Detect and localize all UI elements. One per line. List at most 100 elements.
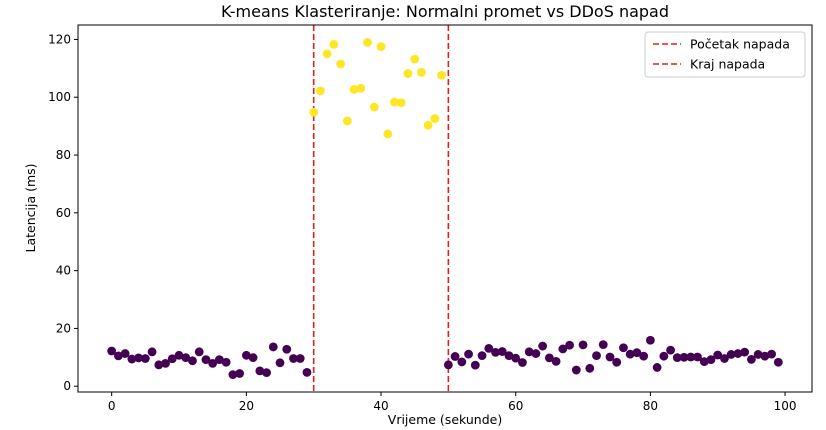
data-point-cluster-0 <box>120 349 130 358</box>
y-tick-label: 0 <box>63 379 71 393</box>
data-point-cluster-0 <box>134 353 144 363</box>
data-point-cluster-0 <box>767 349 776 359</box>
data-point-cluster-0 <box>188 356 197 366</box>
data-point-cluster-0 <box>531 349 541 358</box>
plot-area <box>107 25 783 392</box>
legend-label: Početak napada <box>690 37 790 52</box>
data-point-cluster-1 <box>329 39 339 49</box>
data-point-cluster-0 <box>605 352 615 362</box>
data-point-cluster-0 <box>652 363 662 372</box>
data-point-cluster-0 <box>686 352 696 362</box>
data-point-cluster-0 <box>753 350 763 359</box>
data-point-cluster-0 <box>619 343 628 353</box>
y-tick-label: 60 <box>56 206 71 220</box>
y-axis: 0 20 40 60 80 100 120 <box>48 32 78 393</box>
data-point-cluster-0 <box>740 347 750 357</box>
data-point-cluster-0 <box>302 367 312 377</box>
data-point-cluster-0 <box>208 358 218 368</box>
data-point-cluster-0 <box>585 363 595 373</box>
data-point-cluster-1 <box>423 120 433 130</box>
data-point-cluster-0 <box>746 354 756 364</box>
data-point-cluster-1 <box>336 59 346 69</box>
data-point-cluster-0 <box>625 349 635 359</box>
data-point-cluster-0 <box>221 357 231 367</box>
x-axis-label: Vrijeme (sekunde) <box>388 412 502 427</box>
data-point-cluster-0 <box>241 350 251 360</box>
data-point-cluster-1 <box>363 37 372 47</box>
x-tick-label: 100 <box>774 399 797 413</box>
data-point-cluster-1 <box>309 107 319 117</box>
data-point-cluster-0 <box>733 349 743 358</box>
legend-label: Kraj napada <box>690 57 765 72</box>
data-point-cluster-0 <box>639 351 649 361</box>
data-point-cluster-0 <box>773 357 783 367</box>
data-point-cluster-0 <box>558 344 568 354</box>
data-point-cluster-0 <box>470 360 480 370</box>
data-point-cluster-0 <box>511 353 521 363</box>
data-point-cluster-1 <box>403 69 413 78</box>
data-point-cluster-0 <box>524 347 534 357</box>
data-point-cluster-0 <box>612 357 622 367</box>
data-point-cluster-0 <box>228 370 238 380</box>
data-point-cluster-0 <box>666 345 675 355</box>
chart-title: K-means Klasteriranje: Normalni promet v… <box>221 2 669 21</box>
data-point-cluster-0 <box>275 358 285 368</box>
data-point-cluster-0 <box>201 355 211 365</box>
data-point-cluster-0 <box>268 342 278 352</box>
data-point-cluster-0 <box>140 354 150 363</box>
data-point-cluster-0 <box>679 352 689 362</box>
data-point-cluster-0 <box>518 358 527 367</box>
y-tick-label: 120 <box>48 32 71 46</box>
data-point-cluster-0 <box>726 350 736 359</box>
data-point-cluster-0 <box>464 349 473 359</box>
data-point-cluster-0 <box>504 351 514 360</box>
data-point-cluster-0 <box>167 354 177 364</box>
data-point-cluster-0 <box>215 355 224 365</box>
x-tick-label: 80 <box>643 399 658 413</box>
data-point-cluster-0 <box>114 351 123 361</box>
data-point-cluster-0 <box>255 366 265 376</box>
data-point-cluster-0 <box>672 353 682 363</box>
data-point-cluster-1 <box>356 83 366 93</box>
y-tick-label: 80 <box>56 148 71 162</box>
data-point-cluster-1 <box>383 129 393 139</box>
data-point-cluster-0 <box>565 340 574 350</box>
y-axis-label: Latencija (ms) <box>23 163 38 252</box>
y-tick-label: 40 <box>56 264 71 278</box>
data-point-cluster-0 <box>645 335 655 345</box>
data-point-cluster-1 <box>396 98 406 108</box>
data-point-cluster-0 <box>538 341 548 351</box>
data-point-cluster-0 <box>295 354 305 363</box>
data-point-cluster-0 <box>450 352 460 361</box>
data-point-cluster-1 <box>437 70 447 80</box>
data-point-cluster-1 <box>349 85 359 94</box>
data-point-cluster-0 <box>107 346 117 356</box>
data-point-cluster-0 <box>760 351 770 361</box>
data-point-cluster-1 <box>376 42 386 52</box>
data-point-cluster-1 <box>342 116 352 126</box>
data-point-cluster-0 <box>598 340 608 350</box>
data-point-cluster-0 <box>174 350 184 360</box>
data-point-cluster-0 <box>477 351 487 360</box>
x-tick-label: 0 <box>108 399 116 413</box>
data-point-cluster-0 <box>551 356 561 366</box>
x-tick-label: 40 <box>373 399 388 413</box>
data-point-cluster-1 <box>410 54 420 64</box>
plot-frame <box>77 24 813 393</box>
data-point-cluster-0 <box>497 347 507 356</box>
data-point-cluster-1 <box>316 86 325 96</box>
data-point-cluster-0 <box>289 354 298 363</box>
y-tick-label: 20 <box>56 321 71 335</box>
data-point-cluster-1 <box>430 114 440 124</box>
data-point-cluster-0 <box>491 348 500 357</box>
data-point-cluster-1 <box>322 49 332 59</box>
legend-frame <box>644 31 806 78</box>
data-point-cluster-0 <box>282 344 292 354</box>
data-point-cluster-0 <box>161 358 170 368</box>
data-point-cluster-1 <box>369 102 379 112</box>
data-point-cluster-0 <box>699 357 709 367</box>
data-point-cluster-0 <box>181 353 191 363</box>
data-point-cluster-0 <box>592 351 601 360</box>
legend: Početak napada Kraj napada <box>644 31 806 78</box>
